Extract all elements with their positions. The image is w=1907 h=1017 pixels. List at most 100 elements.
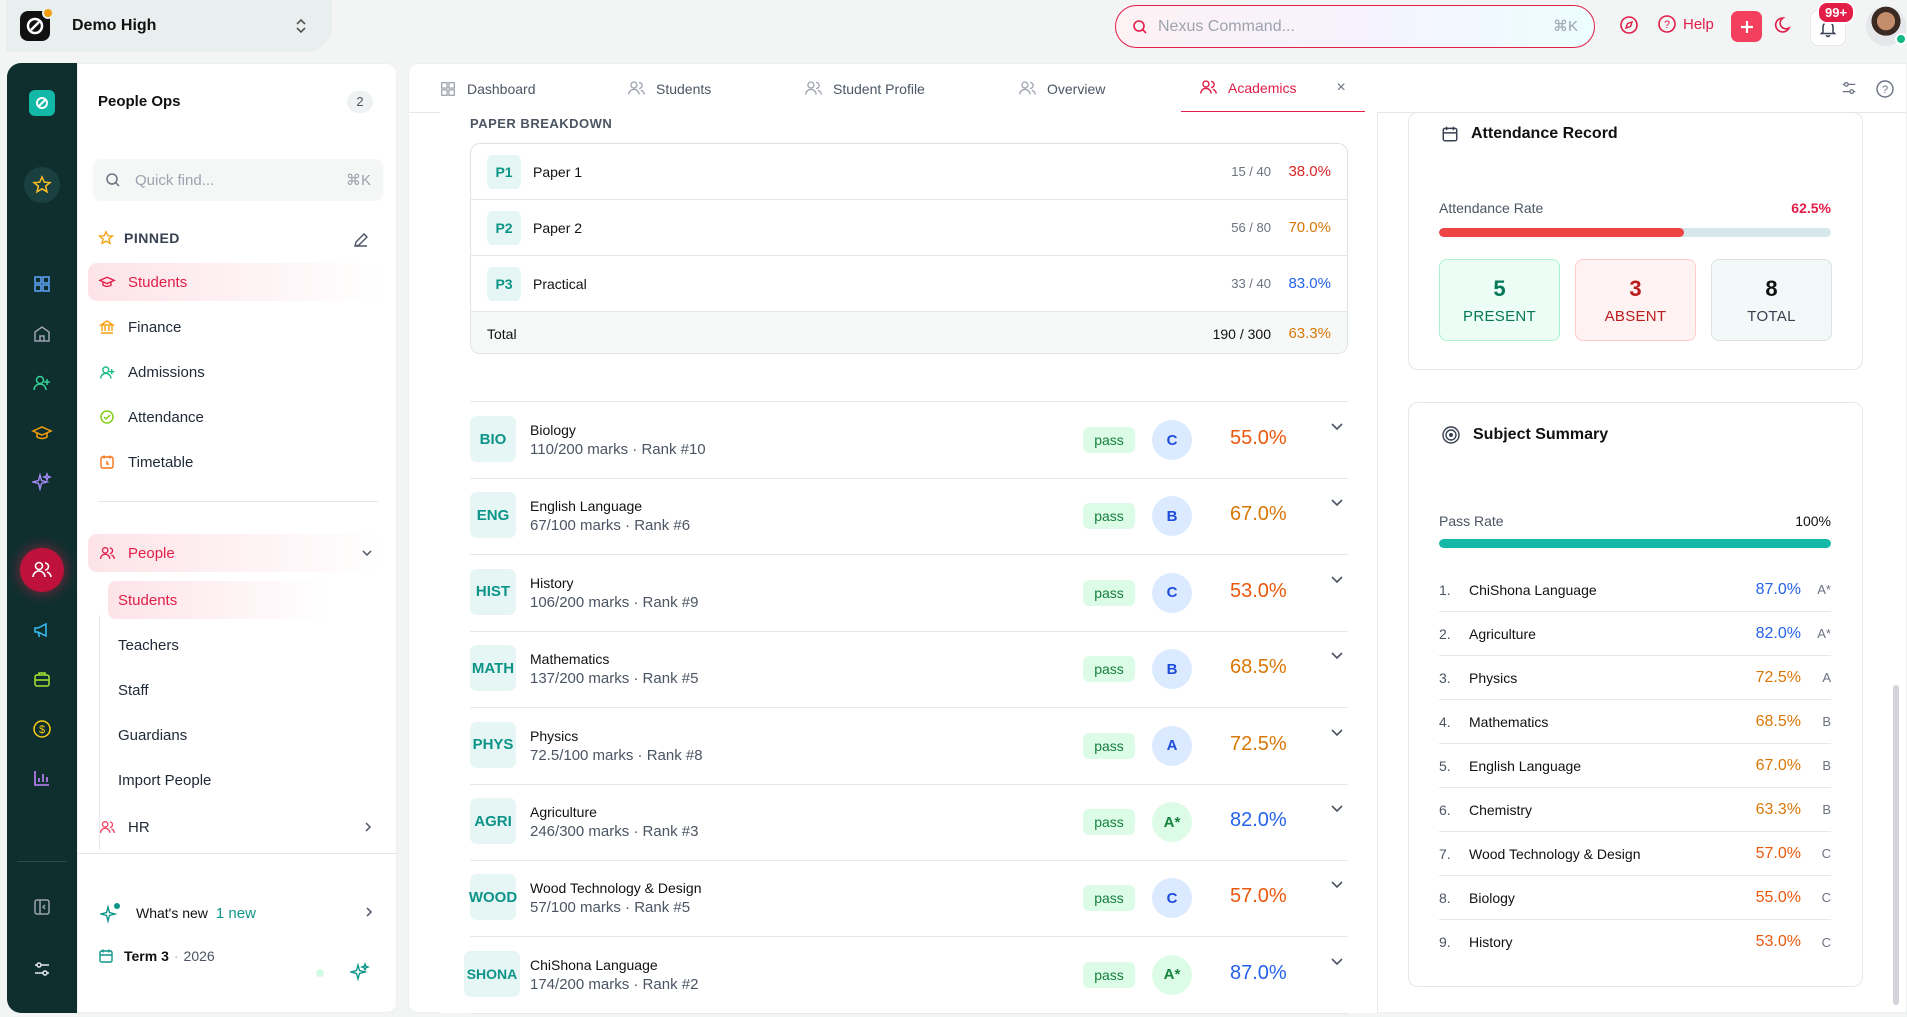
star-icon [98, 230, 114, 245]
star-icon[interactable] [7, 165, 77, 205]
create-button[interactable] [1731, 11, 1762, 42]
status-badge: pass [1083, 503, 1135, 530]
term-separator: · [173, 948, 179, 964]
summary-percent: 72.5% [1755, 668, 1801, 686]
summary-subject: Agriculture [1469, 625, 1536, 642]
bar-chart-icon[interactable] [7, 758, 77, 798]
compass-icon[interactable] [1618, 14, 1640, 36]
dashboard-icon[interactable] [7, 264, 77, 304]
tab-overview[interactable]: Overview [1018, 64, 1105, 113]
tab-student-profile[interactable]: Student Profile [804, 64, 925, 113]
sidebar: People Ops 2 Quick find... ⌘K PINNED Stu… [77, 63, 398, 1013]
subject-code: ENG [470, 492, 516, 539]
subject-row[interactable]: SHONA ChiShona Language 174/200 marks · … [464, 937, 1348, 1013]
summary-row: 7. Wood Technology & Design 57.0% C [1439, 832, 1831, 876]
settings-sliders-icon[interactable] [7, 949, 77, 989]
summary-row: 3. Physics 72.5% A [1439, 656, 1831, 700]
sidebar-item-admissions[interactable]: Admissions [88, 353, 383, 391]
chevron-down-icon[interactable] [1330, 880, 1344, 890]
grade-badge: B [1152, 649, 1192, 690]
summary-rank: 5. [1439, 757, 1451, 774]
chevron-down-icon[interactable] [1330, 651, 1344, 661]
sidebar-item-attendance[interactable]: Attendance [88, 398, 383, 436]
subject-row[interactable]: AGRI Agriculture 246/300 marks · Rank #3… [470, 784, 1348, 860]
school-building-icon[interactable] [7, 314, 77, 354]
graduation-cap-icon [98, 274, 116, 290]
chevron-down-icon[interactable] [1330, 957, 1344, 967]
subitem-label: Staff [118, 681, 149, 699]
tab-dashboard[interactable]: Dashboard [439, 64, 536, 113]
paper-marks: 15 / 40 [1231, 164, 1271, 179]
attendance-title: Attendance Record [1471, 125, 1618, 142]
edit-pencil-icon[interactable] [352, 231, 370, 249]
subject-row[interactable]: BIO Biology 110/200 marks · Rank #10 pas… [470, 402, 1348, 478]
dollar-icon[interactable]: $ [7, 709, 77, 749]
filter-sliders-icon[interactable] [1840, 79, 1858, 97]
summary-subject: History [1469, 934, 1513, 950]
chevron-down-icon[interactable] [1330, 575, 1344, 585]
status-badge: pass [1083, 732, 1135, 759]
chevron-down-icon[interactable] [1330, 804, 1344, 814]
sidebar-subitem-staff[interactable]: Staff [108, 671, 328, 709]
school-switcher[interactable]: Demo High [6, 0, 332, 52]
user-plus-icon[interactable] [7, 363, 77, 403]
scrollbar[interactable] [1893, 685, 1899, 1005]
attendance-rate-label: Attendance Rate [1439, 200, 1544, 216]
briefcase-icon[interactable] [7, 659, 77, 699]
grade-badge: B [1152, 496, 1192, 537]
academics-content [440, 112, 1378, 1013]
subject-meta: 174/200 marks · Rank #2 [530, 975, 699, 993]
subject-row[interactable]: PHYS Physics 72.5/100 marks · Rank #8 pa… [470, 708, 1348, 784]
chevron-down-icon[interactable] [1330, 498, 1344, 508]
sidebar-item-finance[interactable]: Finance [88, 308, 383, 346]
subject-percent: 82.0% [1230, 809, 1287, 831]
summary-grade: A [1822, 670, 1831, 685]
quick-find-input[interactable]: Quick find... ⌘K [93, 159, 383, 201]
summary-rank: 2. [1439, 625, 1451, 642]
sidebar-subitem-guardians[interactable]: Guardians [108, 716, 328, 754]
whats-new-button[interactable]: What's new 1 new [100, 902, 256, 924]
graduation-cap-icon[interactable] [7, 413, 77, 453]
sidebar-group-hr[interactable]: HR [88, 808, 383, 846]
paper-marks: 33 / 40 [1231, 276, 1271, 291]
tab-close-button[interactable]: × [1336, 78, 1346, 96]
help-circle-icon[interactable]: ? [1875, 79, 1895, 99]
people-icon[interactable] [7, 550, 77, 590]
sparkles-icon [100, 903, 120, 924]
chevron-down-icon[interactable] [1330, 422, 1344, 432]
command-search[interactable]: Nexus Command... ⌘K [1115, 5, 1595, 48]
sidebar-item-timetable[interactable]: Timetable [88, 443, 383, 481]
tab-students[interactable]: Students [627, 64, 711, 113]
sidebar-subitem-teachers[interactable]: Teachers [108, 626, 328, 664]
rail-logo-icon[interactable] [29, 90, 55, 116]
subitem-label: Guardians [118, 726, 188, 744]
megaphone-icon[interactable] [7, 610, 77, 650]
help-button[interactable]: ? Help [1657, 14, 1714, 34]
tab-label: Overview [1047, 80, 1106, 97]
calendar-icon [99, 949, 113, 963]
paper-row: P3 Practical 33 / 40 83.0% [471, 256, 1347, 312]
subject-row[interactable]: ENG English Language 67/100 marks · Rank… [470, 478, 1348, 554]
present-value: 5 [1493, 275, 1506, 301]
tab-academics[interactable]: Academics × [1181, 64, 1365, 113]
svg-text:?: ? [1664, 19, 1670, 31]
divider [78, 853, 398, 854]
sidebar-group-people[interactable]: People [88, 534, 383, 572]
chevron-down-icon[interactable] [1330, 728, 1344, 738]
collapse-sidebar-icon[interactable] [7, 887, 77, 927]
subject-row[interactable]: WOOD Wood Technology & Design 57/100 mar… [469, 860, 1348, 936]
sidebar-subitem-import-people[interactable]: Import People [108, 761, 328, 799]
sparkles-icon[interactable] [350, 962, 370, 982]
term-selector[interactable]: Term 3 · 2026 [98, 948, 215, 964]
tree-line [99, 615, 100, 850]
subject-meta: 67/100 marks · Rank #6 [530, 517, 691, 535]
subject-row[interactable]: MATH Mathematics 137/200 marks · Rank #5… [470, 631, 1348, 707]
sidebar-item-students[interactable]: Students [88, 263, 383, 301]
subject-row[interactable]: HIST History 106/200 marks · Rank #9 pas… [470, 555, 1348, 631]
chevron-right-icon [366, 907, 373, 917]
sparkles-icon[interactable] [7, 462, 77, 502]
chevron-down-icon [362, 550, 372, 557]
sidebar-subitem-students[interactable]: Students [108, 581, 328, 619]
moon-icon[interactable] [1774, 14, 1796, 36]
summary-grade: B [1822, 714, 1831, 729]
